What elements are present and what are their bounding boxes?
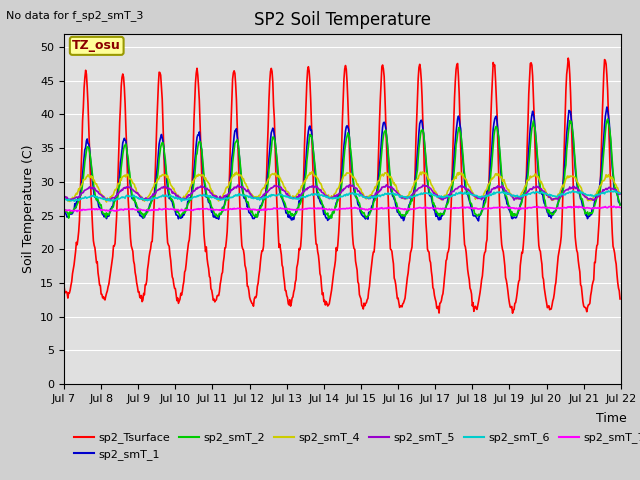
sp2_smT_4 <box>428 182 435 188</box>
sp2_smT_5 <box>105 198 113 204</box>
sp2_Tsurface <box>213 293 221 299</box>
sp2_smT_1 <box>60 208 68 214</box>
sp2_smT_4 <box>616 191 624 196</box>
Text: Time: Time <box>596 412 627 425</box>
sp2_smT_7 <box>410 206 418 212</box>
sp2_smT_1 <box>426 193 434 199</box>
sp2_smT_6 <box>70 198 78 204</box>
sp2_smT_7 <box>214 207 221 213</box>
sp2_smT_2 <box>70 206 78 212</box>
sp2_smT_6 <box>616 190 624 196</box>
sp2_Tsurface <box>70 262 78 268</box>
sp2_smT_1 <box>213 215 221 220</box>
sp2_smT_1 <box>603 104 611 110</box>
sp2_smT_1 <box>127 190 135 196</box>
sp2_smT_2 <box>324 216 332 221</box>
sp2_smT_2 <box>127 184 135 190</box>
sp2_smT_7 <box>185 207 193 213</box>
sp2_smT_4 <box>60 192 68 198</box>
sp2_smT_5 <box>383 182 390 188</box>
sp2_smT_6 <box>410 193 418 199</box>
sp2_smT_2 <box>604 116 611 122</box>
sp2_Tsurface <box>127 243 135 249</box>
sp2_Tsurface <box>184 246 191 252</box>
sp2_smT_6 <box>60 195 68 201</box>
sp2_smT_6 <box>185 195 193 201</box>
sp2_smT_2 <box>60 205 68 211</box>
Line: sp2_smT_2: sp2_smT_2 <box>64 119 620 218</box>
sp2_smT_4 <box>214 197 221 203</box>
sp2_smT_6 <box>127 193 135 199</box>
Text: TZ_osu: TZ_osu <box>72 39 121 52</box>
sp2_smT_4 <box>102 199 110 205</box>
sp2_smT_7 <box>616 204 624 210</box>
sp2_Tsurface <box>564 55 572 61</box>
sp2_Tsurface <box>410 214 417 220</box>
sp2_smT_1 <box>70 207 78 213</box>
sp2_smT_2 <box>410 190 418 196</box>
Title: SP2 Soil Temperature: SP2 Soil Temperature <box>254 11 431 29</box>
sp2_smT_4 <box>412 178 419 184</box>
sp2_smT_6 <box>178 198 186 204</box>
sp2_smT_7 <box>128 207 136 213</box>
sp2_smT_4 <box>70 196 78 202</box>
Line: sp2_smT_1: sp2_smT_1 <box>64 107 620 221</box>
sp2_smT_4 <box>185 188 193 194</box>
sp2_smT_2 <box>427 191 435 196</box>
sp2_smT_5 <box>60 193 68 199</box>
sp2_smT_6 <box>427 192 435 197</box>
sp2_smT_7 <box>74 209 81 215</box>
Legend: sp2_Tsurface, sp2_smT_1, sp2_smT_2, sp2_smT_4, sp2_smT_5, sp2_smT_6, sp2_smT_7: sp2_Tsurface, sp2_smT_1, sp2_smT_2, sp2_… <box>70 428 640 464</box>
sp2_smT_5 <box>616 191 624 197</box>
sp2_smT_2 <box>213 214 221 219</box>
sp2_smT_2 <box>616 202 624 208</box>
sp2_Tsurface <box>60 283 68 289</box>
sp2_smT_5 <box>185 192 193 198</box>
Line: sp2_smT_4: sp2_smT_4 <box>64 171 620 202</box>
sp2_smT_6 <box>214 195 221 201</box>
sp2_smT_2 <box>184 202 191 207</box>
Y-axis label: Soil Temperature (C): Soil Temperature (C) <box>22 144 35 273</box>
Text: No data for f_sp2_smT_3: No data for f_sp2_smT_3 <box>6 10 144 21</box>
sp2_smT_7 <box>610 204 618 209</box>
sp2_smT_1 <box>616 201 624 207</box>
sp2_smT_7 <box>70 208 78 214</box>
sp2_smT_5 <box>412 188 419 193</box>
sp2_smT_7 <box>60 207 68 213</box>
Line: sp2_smT_6: sp2_smT_6 <box>64 191 620 201</box>
Line: sp2_smT_5: sp2_smT_5 <box>64 185 620 201</box>
sp2_smT_4 <box>308 168 316 174</box>
Line: sp2_smT_7: sp2_smT_7 <box>64 206 620 212</box>
sp2_smT_1 <box>475 218 483 224</box>
sp2_Tsurface <box>616 296 624 302</box>
sp2_smT_5 <box>70 195 78 201</box>
sp2_smT_5 <box>214 196 221 202</box>
sp2_smT_7 <box>427 205 435 211</box>
sp2_smT_1 <box>410 190 417 195</box>
sp2_Tsurface <box>426 257 434 263</box>
sp2_smT_5 <box>128 187 136 192</box>
sp2_smT_4 <box>128 179 136 184</box>
sp2_smT_6 <box>611 188 618 193</box>
sp2_smT_1 <box>184 199 191 204</box>
sp2_smT_5 <box>428 187 435 192</box>
Line: sp2_Tsurface: sp2_Tsurface <box>64 58 620 313</box>
sp2_Tsurface <box>509 310 516 316</box>
